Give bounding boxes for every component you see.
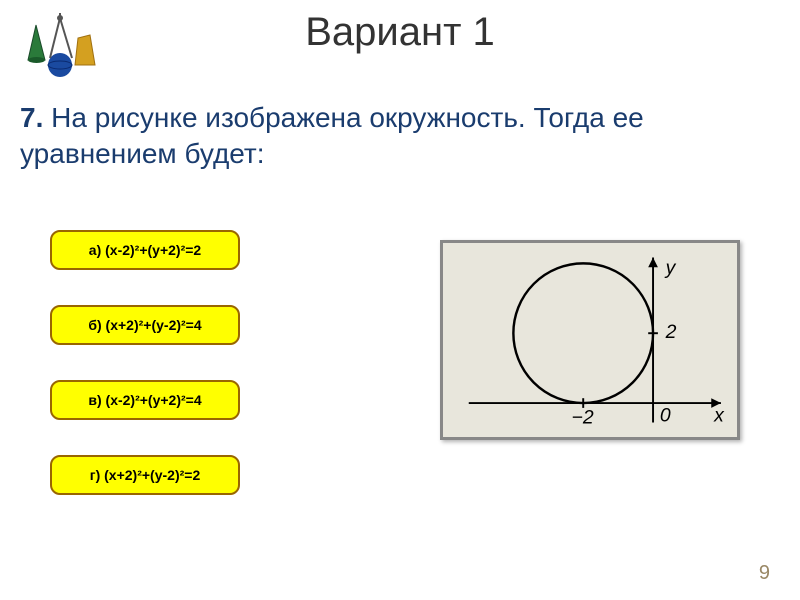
- page-number: 9: [759, 562, 770, 585]
- answer-option-c[interactable]: в) (x-2)²+(y+2)²=4: [50, 380, 240, 420]
- y-axis-label: y: [664, 257, 677, 279]
- answer-formula: (x-2)²+(y+2)²=4: [106, 392, 202, 408]
- answer-option-a[interactable]: а) (x-2)²+(y+2)²=2: [50, 230, 240, 270]
- x-axis-label: x: [713, 404, 725, 426]
- figure-diagram: 2 −2 0 x y: [440, 240, 740, 440]
- question-body: На рисунке изображена окружность. Тогда …: [20, 102, 644, 169]
- answers-list: а) (x-2)²+(y+2)²=2 б) (x+2)²+(y-2)²=4 в)…: [50, 230, 270, 530]
- answer-formula: (x+2)²+(y-2)²=4: [106, 317, 202, 333]
- origin-label: 0: [660, 404, 671, 426]
- answer-label: г): [90, 467, 101, 483]
- answer-label: в): [88, 392, 101, 408]
- answer-label: а): [89, 242, 101, 258]
- answer-label: б): [88, 317, 101, 333]
- answer-option-d[interactable]: г) (x+2)²+(y-2)²=2: [50, 455, 240, 495]
- question-number: 7.: [20, 102, 43, 133]
- slide: Вариант 1 7. На рисунке изображена окруж…: [0, 0, 800, 600]
- answer-formula: (x-2)²+(y+2)²=2: [105, 242, 201, 258]
- answer-option-b[interactable]: б) (x+2)²+(y-2)²=4: [50, 305, 240, 345]
- tick-y-label: 2: [665, 321, 677, 343]
- tick-x-label: −2: [572, 406, 594, 428]
- answer-formula: (x+2)²+(y-2)²=2: [104, 467, 200, 483]
- question-text: 7. На рисунке изображена окружность. Тог…: [20, 100, 780, 173]
- slide-title: Вариант 1: [0, 10, 800, 55]
